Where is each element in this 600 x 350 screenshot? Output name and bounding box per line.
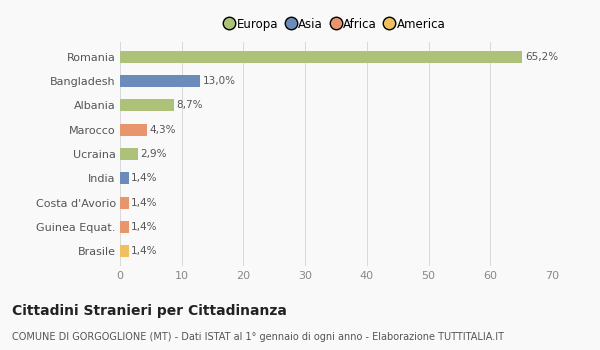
Bar xyxy=(120,221,128,233)
Bar xyxy=(120,148,138,160)
Bar xyxy=(120,99,173,111)
Bar xyxy=(120,245,128,258)
Text: 1,4%: 1,4% xyxy=(131,222,158,232)
Bar xyxy=(120,124,146,136)
Text: 4,3%: 4,3% xyxy=(149,125,176,135)
Text: 13,0%: 13,0% xyxy=(203,76,236,86)
Bar xyxy=(120,172,128,184)
Text: 1,4%: 1,4% xyxy=(131,198,158,208)
Text: COMUNE DI GORGOGLIONE (MT) - Dati ISTAT al 1° gennaio di ogni anno - Elaborazion: COMUNE DI GORGOGLIONE (MT) - Dati ISTAT … xyxy=(12,332,504,343)
Text: 8,7%: 8,7% xyxy=(176,100,203,110)
Bar xyxy=(120,197,128,209)
Text: Cittadini Stranieri per Cittadinanza: Cittadini Stranieri per Cittadinanza xyxy=(12,304,287,318)
Text: 2,9%: 2,9% xyxy=(140,149,167,159)
Bar xyxy=(120,50,523,63)
Bar xyxy=(120,75,200,87)
Text: 1,4%: 1,4% xyxy=(131,246,158,257)
Legend: Europa, Asia, Africa, America: Europa, Asia, Africa, America xyxy=(223,14,449,34)
Text: 65,2%: 65,2% xyxy=(525,51,558,62)
Text: 1,4%: 1,4% xyxy=(131,173,158,183)
